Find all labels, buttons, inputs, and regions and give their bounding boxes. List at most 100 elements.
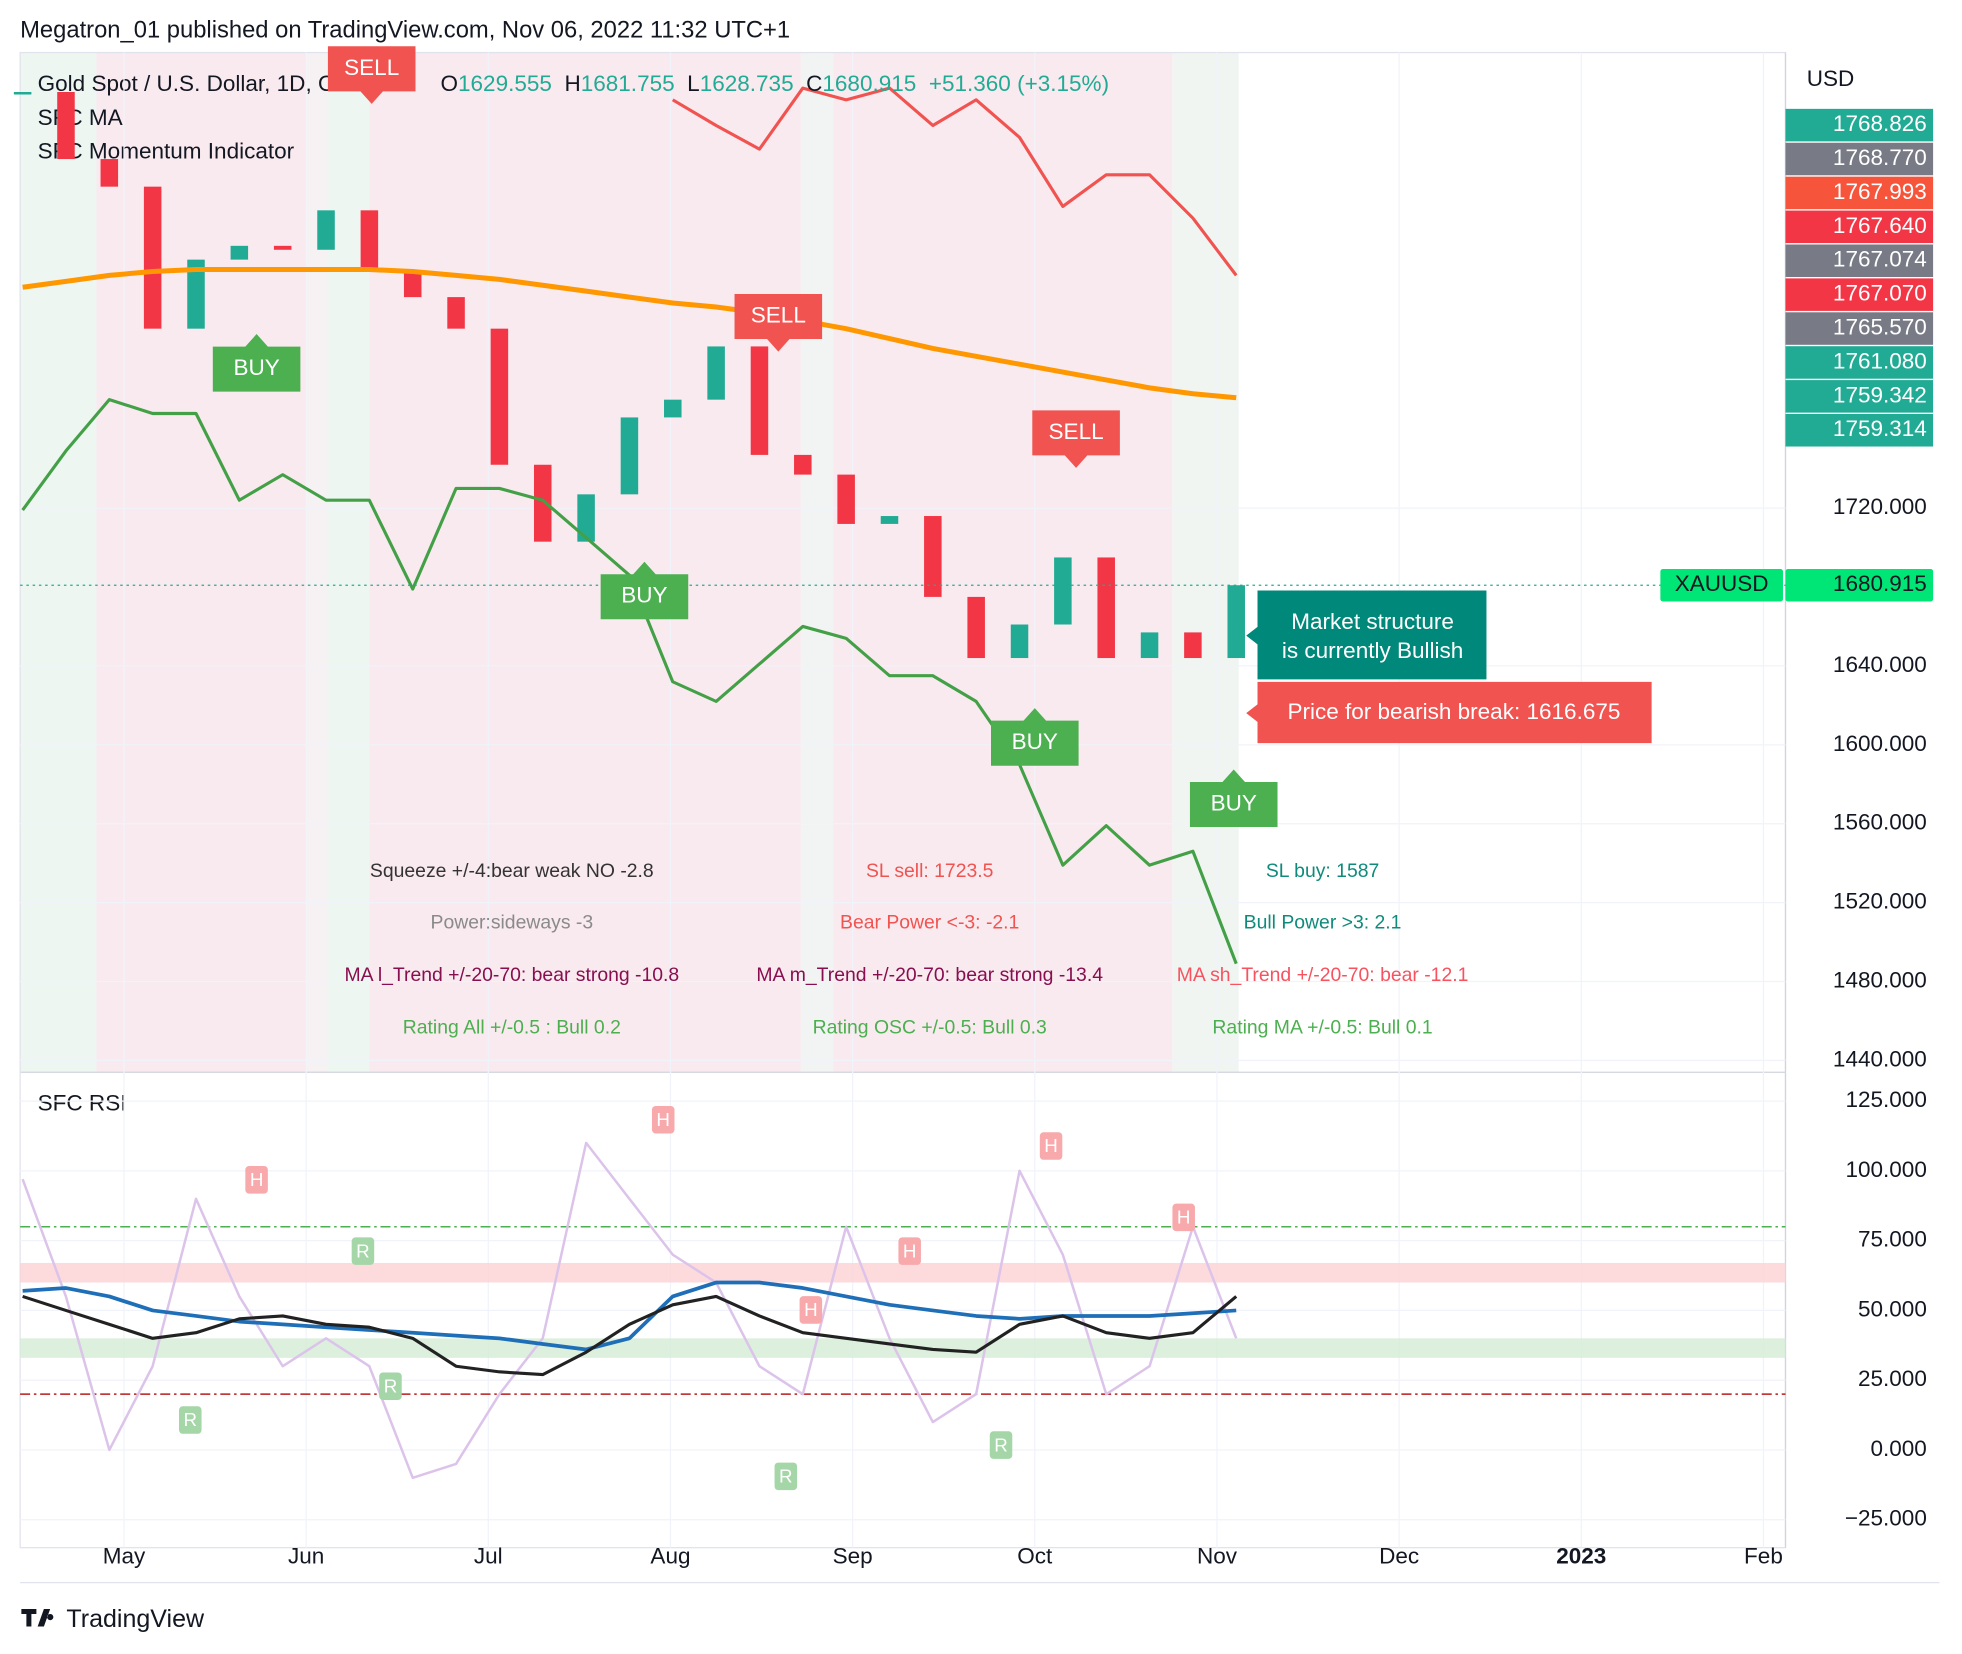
price-change: +51.360 (+3.15%) bbox=[929, 71, 1109, 96]
pivot-text: R bbox=[994, 1434, 1008, 1455]
candle bbox=[707, 346, 725, 400]
candle bbox=[317, 210, 335, 250]
signal-box bbox=[991, 708, 1079, 766]
y-tick-label: 1640.000 bbox=[1833, 652, 1927, 677]
last-price-tag bbox=[1785, 568, 1934, 602]
candle bbox=[664, 399, 682, 418]
price-tag-text: 1767.640 bbox=[1833, 213, 1927, 238]
x-tick-label: Feb bbox=[1744, 1544, 1783, 1569]
signal-box bbox=[1032, 410, 1120, 468]
pivot-text: H bbox=[656, 1109, 670, 1130]
candle bbox=[187, 259, 205, 329]
rsi-title: SFC RSI bbox=[38, 1091, 127, 1116]
y-tick-label: 1600.000 bbox=[1833, 731, 1927, 756]
signal-text: SELL bbox=[344, 55, 399, 80]
y-tick-label: 1560.000 bbox=[1833, 810, 1927, 835]
symbol-tag-text: XAUUSD bbox=[1675, 571, 1769, 596]
candle bbox=[924, 516, 942, 597]
shade bbox=[327, 52, 370, 1073]
price-tag bbox=[1785, 312, 1934, 345]
currency: USD bbox=[1807, 66, 1855, 91]
shade bbox=[20, 52, 97, 1073]
y-tick-label: 0.000 bbox=[1870, 1436, 1926, 1461]
pivot-marker bbox=[989, 1431, 1013, 1459]
ohlc-key: L bbox=[687, 71, 700, 96]
break-note: Price for bearish break: 1616.675 bbox=[1287, 699, 1620, 724]
indicator-line bbox=[671, 86, 1238, 277]
price-tag bbox=[1785, 278, 1934, 311]
x-tick-label: Oct bbox=[1017, 1544, 1053, 1569]
rsi-band bbox=[20, 1338, 1786, 1358]
stat-text: Bear Power <-3: -2.1 bbox=[840, 911, 1019, 933]
signal-text: BUY bbox=[233, 355, 279, 380]
last-price-text: 1680.915 bbox=[1833, 571, 1927, 596]
stat-text: SL sell: 1723.5 bbox=[866, 860, 993, 882]
shade bbox=[96, 52, 307, 1073]
logo-text: TradingView bbox=[66, 1605, 205, 1633]
price-tag-text: 1759.342 bbox=[1833, 382, 1927, 407]
price-tag-text: 1767.070 bbox=[1833, 281, 1927, 306]
signal-text: BUY bbox=[1211, 790, 1257, 815]
y-tick-label: 75.000 bbox=[1858, 1227, 1927, 1252]
pivot-text: R bbox=[384, 1375, 398, 1396]
y-tick-label: −25.000 bbox=[1845, 1506, 1927, 1531]
stat-text: Rating All +/-0.5 : Bull 0.2 bbox=[403, 1017, 621, 1039]
symbol-tag bbox=[1660, 568, 1783, 602]
y-tick-label: 125.000 bbox=[1845, 1087, 1926, 1112]
pivot-marker bbox=[774, 1462, 798, 1491]
price-tag-text: 1759.314 bbox=[1833, 416, 1927, 441]
indicator-line bbox=[22, 266, 1237, 401]
candle bbox=[273, 245, 292, 250]
stat-text: MA l_Trend +/-20-70: bear strong -10.8 bbox=[344, 964, 679, 986]
shade bbox=[306, 52, 328, 1073]
ohlc-value: 1629.555 bbox=[458, 71, 552, 96]
candle bbox=[577, 494, 595, 542]
signal-text: BUY bbox=[621, 583, 667, 608]
pivot-text: R bbox=[184, 1409, 198, 1430]
signal-box bbox=[212, 334, 301, 392]
x-tick-label: Nov bbox=[1197, 1544, 1238, 1569]
pivot-marker bbox=[179, 1406, 202, 1434]
candle bbox=[1054, 557, 1072, 625]
candle bbox=[837, 474, 855, 524]
y-tick-label: 1720.000 bbox=[1833, 494, 1927, 519]
y-tick-label: 1440.000 bbox=[1833, 1046, 1927, 1071]
price-tag bbox=[1785, 108, 1934, 142]
price-tag-text: 1765.570 bbox=[1833, 315, 1927, 340]
y-tick-label: 100.000 bbox=[1845, 1157, 1926, 1182]
stat-text: Bull Power >3: 2.1 bbox=[1244, 911, 1402, 933]
ohlc-value: 1681.755 bbox=[581, 71, 675, 96]
structure-note: is currently Bullish bbox=[1282, 638, 1463, 663]
signal-box bbox=[600, 561, 689, 620]
x-tick-label: Jul bbox=[474, 1544, 503, 1569]
price-tag bbox=[1785, 176, 1934, 210]
price-tag bbox=[1785, 346, 1934, 379]
pivot-marker bbox=[1039, 1132, 1063, 1160]
pivot-text: H bbox=[804, 1299, 818, 1320]
x-tick-label: Dec bbox=[1379, 1544, 1419, 1569]
signal-text: SELL bbox=[751, 302, 806, 327]
pivot-text: H bbox=[1044, 1135, 1058, 1156]
candle bbox=[100, 159, 119, 187]
ohlc-value: 1680.915 bbox=[822, 71, 916, 96]
rsi-line bbox=[22, 1294, 1238, 1377]
pivot-marker bbox=[351, 1237, 375, 1265]
stat-text: Power:sideways -3 bbox=[431, 911, 594, 933]
price-tag-text: 1767.074 bbox=[1833, 247, 1927, 272]
shade bbox=[800, 52, 834, 1073]
price-tag-text: 1761.080 bbox=[1833, 348, 1927, 373]
y-tick-label: 25.000 bbox=[1858, 1366, 1927, 1391]
price-tag bbox=[1785, 380, 1934, 413]
indicator-name: SFC Momentum Indicator bbox=[38, 139, 295, 164]
x-tick-label: Aug bbox=[650, 1544, 690, 1569]
pivot-marker bbox=[379, 1372, 402, 1401]
price-tag-text: 1768.826 bbox=[1833, 111, 1927, 136]
price-tag bbox=[1785, 210, 1934, 244]
y-tick-label: 1520.000 bbox=[1833, 889, 1927, 914]
break-note-box bbox=[1246, 681, 1652, 744]
publish-header: Megatron_01 published on TradingView.com… bbox=[20, 17, 790, 44]
pivot-marker bbox=[651, 1106, 675, 1134]
candle bbox=[880, 516, 899, 524]
structure-note-box bbox=[1246, 590, 1487, 680]
candle bbox=[143, 186, 162, 329]
